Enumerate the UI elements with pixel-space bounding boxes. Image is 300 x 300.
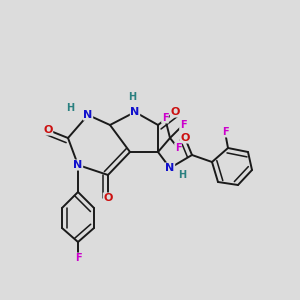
Text: O: O bbox=[43, 125, 53, 135]
Text: F: F bbox=[162, 113, 168, 123]
Text: H: H bbox=[66, 103, 74, 113]
Text: F: F bbox=[222, 127, 228, 137]
Text: O: O bbox=[180, 133, 190, 143]
Text: N: N bbox=[130, 107, 140, 117]
Text: H: H bbox=[128, 92, 136, 102]
Text: O: O bbox=[103, 193, 113, 203]
Text: N: N bbox=[165, 163, 175, 173]
Text: F: F bbox=[175, 143, 181, 153]
Text: O: O bbox=[170, 107, 180, 117]
Text: F: F bbox=[180, 120, 186, 130]
Text: N: N bbox=[83, 110, 93, 120]
Text: F: F bbox=[75, 253, 81, 263]
Text: H: H bbox=[178, 170, 186, 180]
Text: N: N bbox=[74, 160, 82, 170]
